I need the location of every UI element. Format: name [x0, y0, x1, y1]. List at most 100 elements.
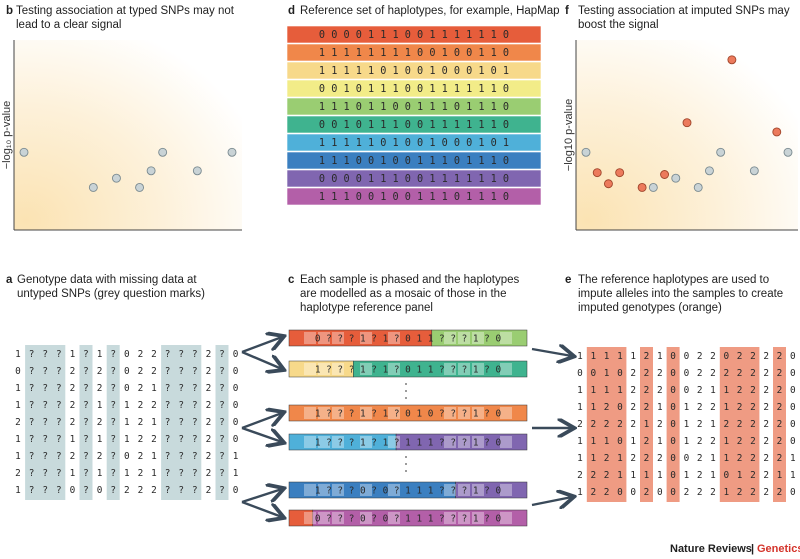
imputed-column-shade-1 — [640, 347, 653, 502]
reference-haplotype-bar-6 — [286, 133, 542, 152]
genotype-cell: ? — [165, 485, 171, 496]
genotype-cell: 2 — [138, 485, 144, 496]
imputed-cell: 2 — [697, 453, 703, 464]
mosaic-missing-box — [360, 332, 372, 344]
genotype-cell: ? — [56, 417, 62, 428]
genotype-cell: 2 — [138, 451, 144, 462]
genotype-cell: ? — [165, 451, 171, 462]
imputed-cell: 2 — [750, 368, 756, 379]
imputed-cell: 2 — [697, 402, 703, 413]
mosaic-missing-box — [472, 436, 484, 448]
plot-f-orange-point-6 — [727, 55, 737, 65]
genotype-cell: ? — [192, 366, 198, 377]
imputed-cell: 2 — [644, 436, 650, 447]
panel-letter-e: e — [565, 274, 571, 286]
genotype-cell: 1 — [124, 417, 130, 428]
genotype-cell: 1 — [124, 400, 130, 411]
genotype-cell: ? — [165, 468, 171, 479]
plot-f-grey-point-4 — [704, 166, 714, 176]
imputed-cell: 2 — [737, 436, 743, 447]
genotype-cell: 2 — [138, 468, 144, 479]
genotype-cell: 2 — [206, 434, 212, 445]
panel-letter-b: b — [6, 5, 13, 17]
reference-haplotype-text-5: 0 0 1 0 1 1 1 0 0 1 1 1 1 1 1 0 — [319, 120, 509, 131]
imputed-cell: 1 — [657, 351, 663, 362]
imputed-cell: 0 — [670, 385, 676, 396]
mosaic-missing-box — [304, 436, 316, 448]
panel-letter-c: c — [288, 274, 295, 286]
reference-haplotype-bar-4 — [286, 97, 542, 116]
ellipsis-dots — [405, 383, 407, 472]
genotype-cell: 2 — [206, 417, 212, 428]
imputed-cell: 2 — [684, 487, 690, 498]
plot-f-orange-point-7 — [772, 127, 782, 137]
panel-letter-f: f — [565, 5, 569, 17]
genotype-cell: ? — [110, 434, 116, 445]
arrow-a-to-c-4 — [241, 426, 282, 442]
imputed-cell: 2 — [723, 368, 729, 379]
imputed-cell: 2 — [657, 385, 663, 396]
caption-c-line-2: are modelled as a mosaic of those in the — [300, 288, 506, 300]
imputed-cell: 2 — [777, 436, 783, 447]
plot-f-orange-point-1 — [603, 179, 613, 189]
genotype-cell: 2 — [206, 485, 212, 496]
imputed-cell: 2 — [644, 385, 650, 396]
mosaic-missing-box — [472, 512, 484, 524]
imputed-cell: 1 — [577, 436, 583, 447]
imputed-cell: 1 — [790, 470, 796, 481]
imputed-cell: 0 — [670, 368, 676, 379]
plot-f-ylabel: −log10 p-value — [563, 99, 575, 171]
imputed-cell: 0 — [790, 436, 796, 447]
imputed-cell: 1 — [710, 385, 716, 396]
imputed-cell: 2 — [630, 385, 636, 396]
genotype-cell: 0 — [124, 366, 130, 377]
genotype-cell: ? — [42, 383, 48, 394]
imputed-cell: 2 — [697, 385, 703, 396]
mosaic-missing-box — [360, 484, 372, 496]
caption-b-line-1: Testing association at typed SNPs may no… — [16, 5, 235, 17]
mosaic-missing-box — [458, 363, 470, 375]
imputed-cell: 0 — [790, 402, 796, 413]
imputed-cell: 2 — [657, 368, 663, 379]
imputed-cell: 0 — [790, 385, 796, 396]
genotype-cell: ? — [42, 417, 48, 428]
genotype-cell: 1 — [70, 434, 76, 445]
genotype-cell: 2 — [15, 468, 21, 479]
plot-b-points — [19, 147, 237, 192]
genotype-cell: 0 — [124, 451, 130, 462]
mosaic-missing-box — [318, 436, 330, 448]
genotype-cell: ? — [83, 349, 89, 360]
imputed-cell: 1 — [777, 470, 783, 481]
genotype-row: 2??? 1? 1? 1 2 1??? 2? 1 — [15, 468, 239, 479]
genotype-cell: ? — [178, 468, 184, 479]
imputed-cell: 1 — [617, 351, 623, 362]
arrow-a-to-c-3 — [241, 413, 282, 430]
genotype-cell: 0 — [233, 434, 239, 445]
plot-b-grey-point-6 — [192, 166, 202, 176]
plot-f-orange-point-3 — [637, 182, 647, 192]
imputed-column-shade-4 — [773, 347, 786, 502]
mosaic-missing-box — [444, 363, 456, 375]
genotype-cell: 2 — [124, 485, 130, 496]
genotype-cell: ? — [219, 417, 225, 428]
genotype-cell: 0 — [233, 349, 239, 360]
imputed-cell: 0 — [670, 419, 676, 430]
genotype-cell: ? — [56, 366, 62, 377]
genotype-row: 1??? 1? 1? 0 2 2??? 2? 0 — [15, 349, 239, 360]
genotype-cell: ? — [56, 468, 62, 479]
plot-f-grey-point-3 — [693, 182, 703, 192]
genotype-cell: 2 — [138, 349, 144, 360]
plot-b-grey-point-3 — [135, 182, 145, 192]
mosaic-missing-box — [388, 332, 400, 344]
genotype-cell: 2 — [138, 400, 144, 411]
imputed-cell: 2 — [710, 487, 716, 498]
genotype-cell: ? — [56, 451, 62, 462]
imputed-cell: 2 — [750, 419, 756, 430]
imputed-cell: 2 — [763, 436, 769, 447]
imputed-cell: 2 — [590, 487, 596, 498]
genotype-cell: ? — [29, 417, 35, 428]
